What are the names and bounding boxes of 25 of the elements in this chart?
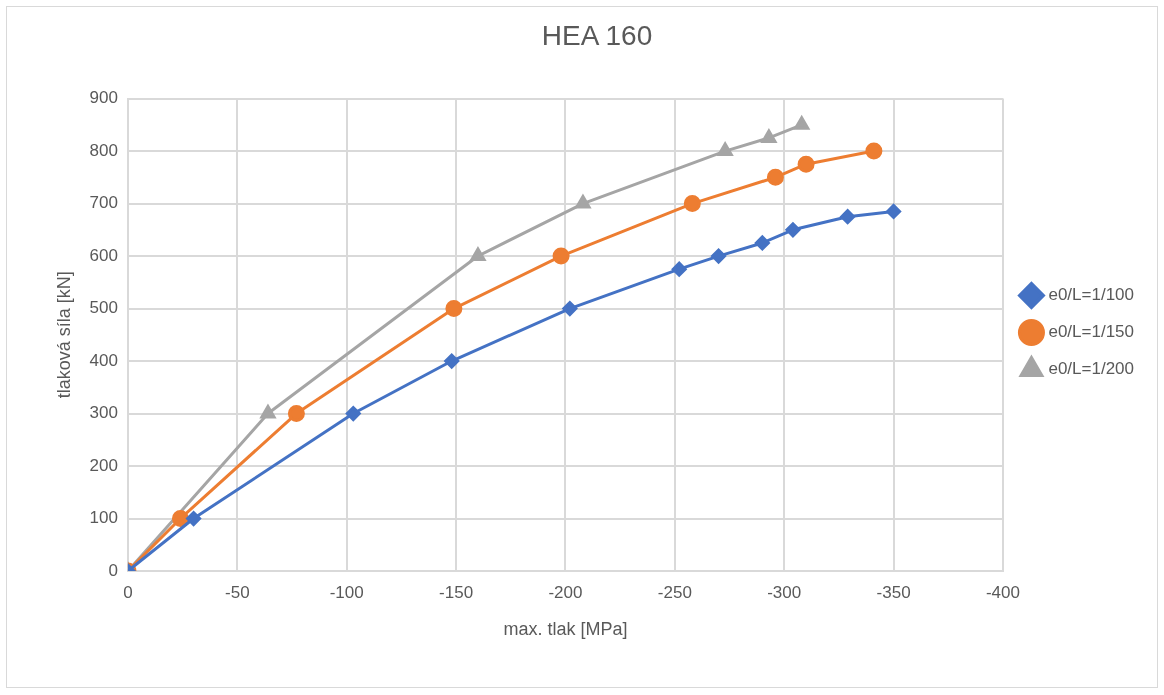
x-tick-label: -400 — [985, 582, 1020, 602]
x-tick-label: -150 — [439, 582, 474, 602]
y-tick-label: 100 — [89, 508, 118, 528]
x-axis-title: max. tlak [MPa] — [503, 619, 628, 640]
y-tick-label: 800 — [89, 140, 118, 160]
y-axis-title: tlaková síla [kN] — [53, 271, 74, 399]
x-tick-label: 0 — [123, 582, 133, 602]
y-tick-label: 700 — [89, 193, 118, 213]
y-tick-label: 600 — [89, 245, 118, 265]
y-tick-label: 400 — [89, 350, 118, 370]
x-tick-label: -300 — [767, 582, 802, 602]
legend-label: e0/L=1/200 — [1048, 359, 1135, 379]
legend-label: e0/L=1/150 — [1048, 322, 1135, 342]
x-tick-label: -250 — [657, 582, 692, 602]
chart-title: HEA 160 — [541, 19, 653, 51]
x-tick-label: -100 — [329, 582, 364, 602]
legend-label: e0/L=1/100 — [1048, 285, 1135, 305]
y-tick-label: 0 — [108, 560, 118, 580]
y-tick-label: 900 — [89, 88, 118, 108]
y-tick-label: 200 — [89, 455, 118, 475]
x-tick-label: -50 — [225, 582, 250, 602]
y-tick-label: 300 — [89, 403, 118, 423]
x-tick-label: -350 — [876, 582, 911, 602]
y-tick-label: 500 — [89, 298, 118, 318]
x-tick-label: -200 — [548, 582, 583, 602]
